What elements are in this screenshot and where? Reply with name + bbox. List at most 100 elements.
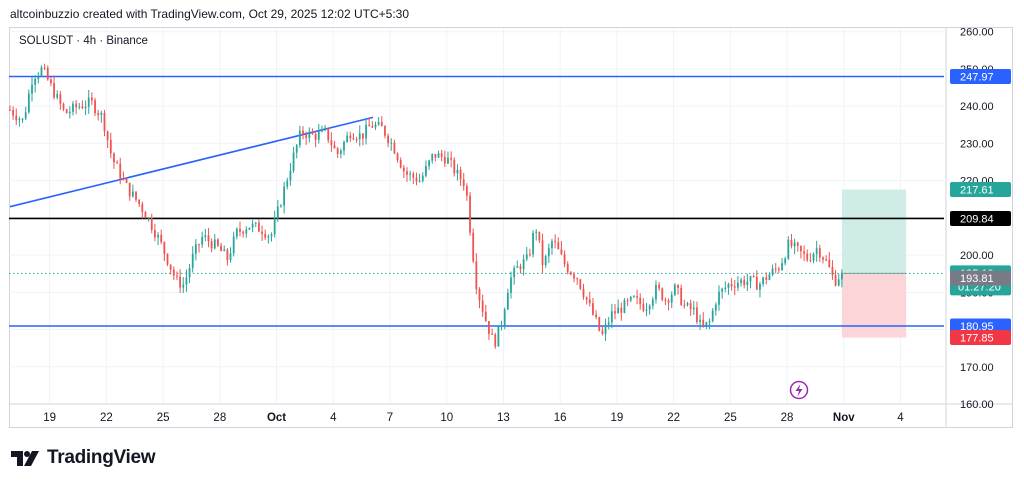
stop-zone [841,273,907,338]
candle [714,304,717,311]
candle [368,124,371,127]
candle [592,303,594,315]
candle [267,236,270,238]
candle [270,234,273,237]
time-tick-label: 22 [100,412,113,424]
candle [24,112,27,119]
candle [557,242,560,250]
candle [116,162,118,164]
candle [31,84,33,94]
candle [834,274,837,286]
candle [90,97,93,101]
candle [144,212,147,219]
candle [787,239,790,259]
candle [229,253,232,261]
candle [809,260,812,262]
candle [235,228,238,237]
candle [119,163,122,179]
candle [217,239,219,246]
candle [727,284,730,288]
candle [724,287,727,289]
candle [280,205,282,207]
candle [415,177,418,182]
levels-layer [9,75,944,327]
candle [510,277,512,293]
candle [295,145,298,153]
candle [702,319,705,327]
time-tick-label: 25 [724,412,737,424]
candle [806,253,809,261]
candle [12,110,14,116]
candle [343,142,345,151]
candle [661,288,664,300]
time-tick-label: Oct [267,412,286,424]
candle [355,139,358,141]
candle [481,300,484,312]
candle [607,322,610,325]
time-tick-label: 13 [497,412,510,424]
candle [361,133,364,139]
candle [421,175,424,181]
candle [349,135,352,139]
candle [154,229,156,238]
candle [629,296,632,301]
candle [488,321,490,334]
candle [434,153,437,158]
candle [620,307,623,313]
candle [387,135,390,144]
candle [251,223,254,228]
lightning-icon[interactable] [789,380,809,400]
candle [396,153,399,161]
candle [289,170,292,181]
candle [771,268,774,275]
candle [138,199,141,205]
candle [737,282,739,288]
candle [768,274,771,280]
candle [185,277,188,285]
candle [633,296,635,298]
candle [65,109,68,114]
candle [68,111,71,114]
candle [147,217,150,219]
candle [793,242,796,247]
candle [128,182,131,197]
candle [37,75,40,79]
candle [822,257,824,260]
candle [232,236,235,254]
candle [182,284,185,288]
candle [34,78,37,85]
candle [109,139,112,154]
candle [321,129,323,132]
candle [371,126,374,128]
candle [204,235,207,238]
candle [261,231,263,234]
overlay-layer [789,380,809,400]
candle [475,261,478,290]
candle [239,228,241,232]
candle [472,232,475,262]
candle [358,133,361,140]
candle [566,264,569,273]
candle [752,276,755,278]
price-tag [950,210,1011,226]
candle [346,135,349,143]
candle [730,284,733,287]
candle [623,300,626,313]
candle [248,227,251,230]
candle [651,299,654,306]
candle [176,275,178,277]
candle [743,279,746,286]
candle [462,179,465,187]
candle [469,195,471,233]
candle [639,297,642,305]
candle [103,112,106,132]
candle [207,235,210,242]
candle [273,218,276,235]
candle [213,239,216,249]
candle [339,150,342,154]
candle [755,276,758,290]
time-axis: 19 22 25 28 Oct 4 7 10 13 16 19 22 25 28 Nov 4 [43,412,904,424]
candle [670,294,673,303]
candle [563,254,566,265]
